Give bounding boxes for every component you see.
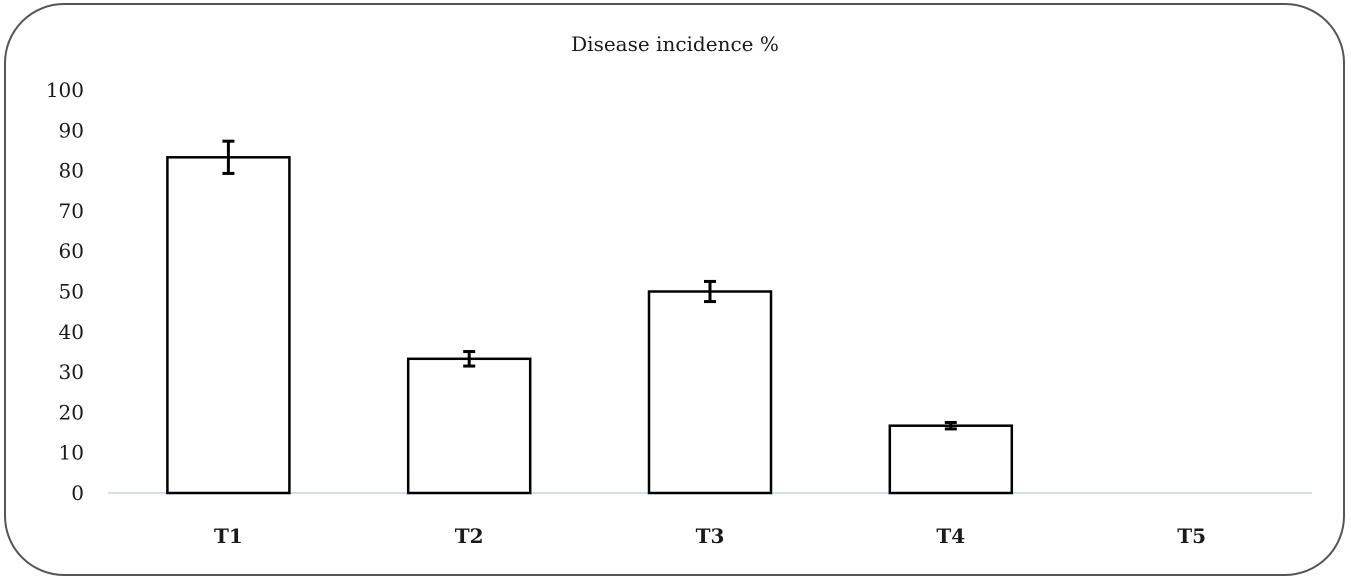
error-bar-t3	[704, 279, 716, 304]
y-tick-label: 20	[59, 400, 84, 424]
bar-t2	[406, 357, 532, 495]
y-tick-label: 80	[59, 159, 84, 183]
error-bar-t2	[463, 350, 476, 368]
error-bar-t4	[944, 420, 957, 431]
y-tick-label: 0	[71, 481, 84, 505]
y-tick-label: 70	[59, 199, 84, 223]
x-tick-label-t4: T4	[936, 524, 965, 548]
bar-t4	[888, 424, 1014, 495]
y-tick-label: 90	[59, 118, 84, 142]
y-tick-label: 10	[59, 441, 84, 465]
x-tick-label-t3: T3	[696, 524, 725, 548]
x-axis-labels: T1 T2 T3 T4 T5	[214, 524, 1206, 548]
y-axis-ticks: 0 10 20 30 40 50 60 70 80 90 100	[46, 78, 84, 505]
y-tick-label: 40	[59, 320, 84, 344]
error-bar-t1	[222, 139, 235, 175]
y-tick-label: 50	[59, 280, 84, 304]
error-bars	[222, 139, 957, 431]
bar-t1	[166, 156, 291, 495]
x-tick-label-t1: T1	[214, 524, 243, 548]
chart-title: Disease incidence %	[571, 32, 779, 56]
y-tick-label: 100	[46, 78, 84, 102]
bars	[166, 156, 1014, 495]
y-tick-label: 30	[59, 360, 84, 384]
bar-t3	[647, 290, 773, 495]
y-tick-label: 60	[59, 239, 84, 263]
x-tick-label-t5: T5	[1177, 524, 1206, 548]
x-tick-label-t2: T2	[455, 524, 484, 548]
